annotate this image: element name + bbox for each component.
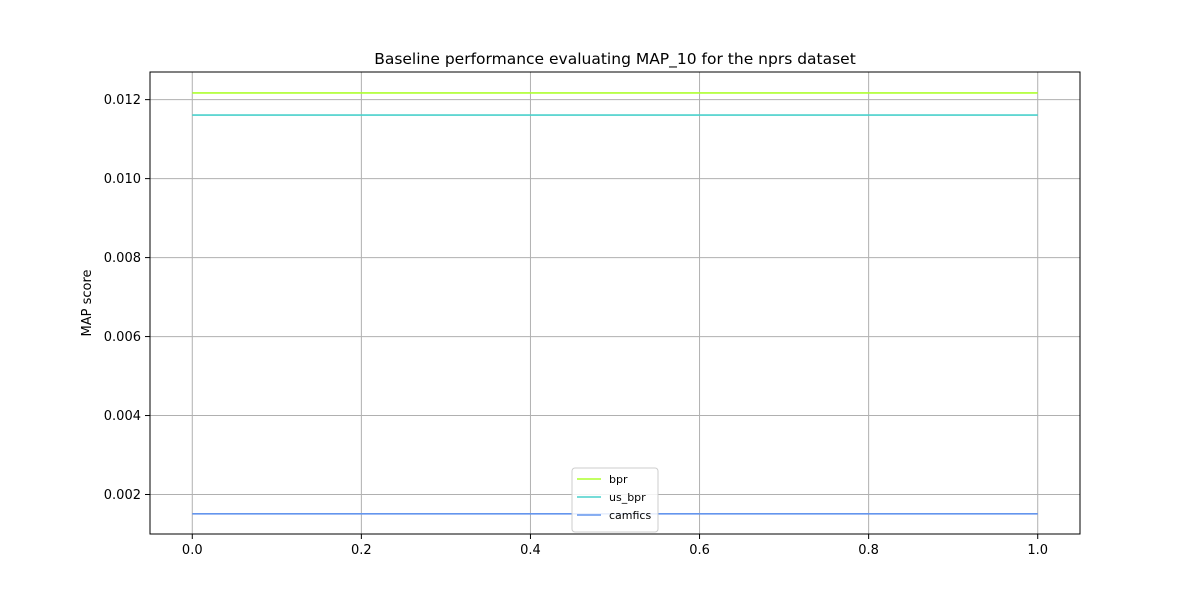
y-tick-label: 0.004 bbox=[104, 409, 141, 424]
grid bbox=[150, 72, 1080, 534]
x-tick-label: 0.0 bbox=[182, 543, 203, 558]
plot-frame bbox=[149, 71, 1081, 535]
x-tick-label: 0.4 bbox=[520, 543, 541, 558]
y-tick-label: 0.002 bbox=[104, 488, 141, 503]
x-tick-label: 0.8 bbox=[858, 543, 879, 558]
x-tick-label: 0.6 bbox=[689, 543, 710, 558]
x-tick-label: 0.2 bbox=[351, 543, 372, 558]
legend-label: camfics bbox=[609, 509, 651, 522]
y-tick-label: 0.010 bbox=[104, 172, 141, 187]
legend-box bbox=[571, 467, 659, 533]
y-tick-label: 0.012 bbox=[104, 93, 141, 108]
y-axis: 0.002 0.004 0.006 0.008 0.010 0.012 bbox=[104, 93, 150, 503]
y-axis-label: MAP score bbox=[80, 269, 95, 336]
series-lines bbox=[192, 92, 1038, 515]
legend-label: bpr bbox=[609, 473, 628, 486]
chart-title: Baseline performance evaluating MAP_10 f… bbox=[374, 50, 856, 69]
y-tick-label: 0.006 bbox=[104, 330, 141, 345]
x-tick-label: 1.0 bbox=[1027, 543, 1048, 558]
legend-label: us_bpr bbox=[609, 491, 646, 504]
x-axis: 0.0 0.2 0.4 0.6 0.8 1.0 bbox=[182, 534, 1048, 558]
y-tick-label: 0.008 bbox=[104, 251, 141, 266]
